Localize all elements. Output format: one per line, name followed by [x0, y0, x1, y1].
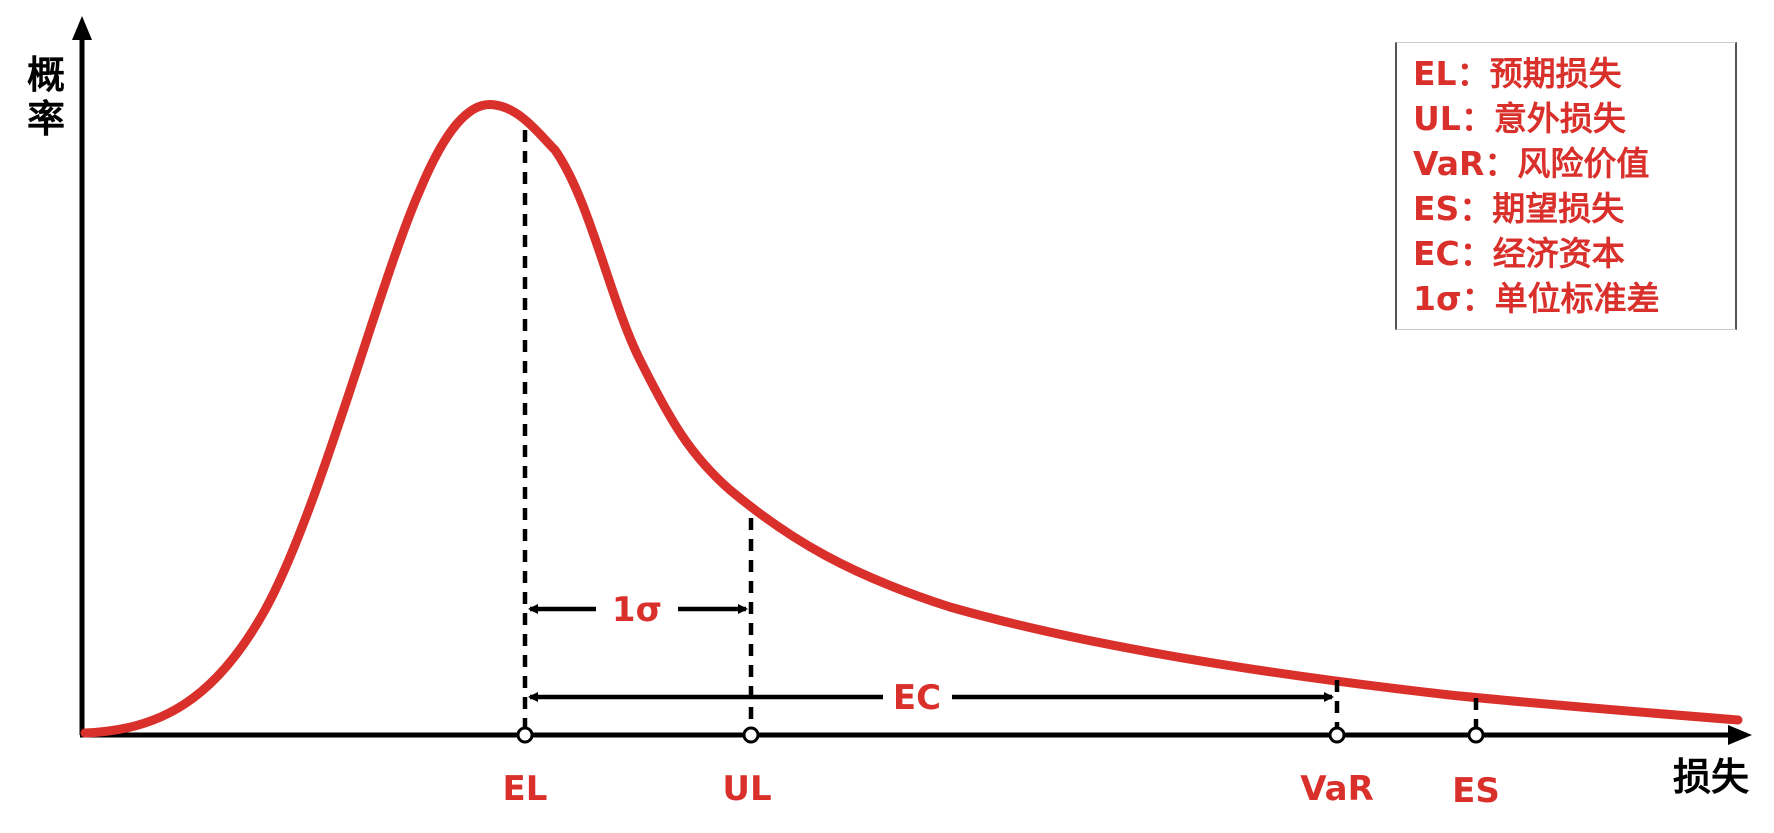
y-axis-label-line1: 概	[27, 53, 65, 97]
legend-item-es: ES：期望损失	[1413, 189, 1625, 228]
legend-item-var: VaR：风险价值	[1413, 144, 1650, 183]
legend-item-sigma: 1σ：单位标准差	[1413, 279, 1660, 318]
var-point-marker	[1328, 726, 1346, 744]
es-point-marker	[1467, 726, 1485, 744]
y-axis-label-line2: 率	[27, 97, 65, 141]
el-point-marker	[516, 726, 534, 744]
y-axis-arrowhead	[72, 16, 92, 40]
legend-item-ul: UL：意外损失	[1413, 99, 1626, 138]
x-axis-label: 损失	[1673, 755, 1750, 799]
es-point-label: ES	[1452, 771, 1500, 811]
legend-item-el: EL：预期损失	[1413, 54, 1622, 93]
var-point-label: VaR	[1300, 769, 1374, 809]
ul-point-marker	[742, 726, 760, 744]
ec-span-label: EC	[893, 678, 941, 718]
loss-distribution-curve	[80, 99, 1743, 738]
legend-box: EL：预期损失 UL：意外损失 VaR：风险价值 ES：期望损失 EC：经济资本…	[1395, 42, 1737, 330]
legend-item-ec: EC：经济资本	[1413, 234, 1625, 273]
el-point-label: EL	[503, 769, 548, 809]
sigma-span-label: 1σ	[612, 590, 662, 630]
x-axis-arrowhead	[1728, 725, 1752, 745]
ul-point-label: UL	[722, 769, 771, 809]
